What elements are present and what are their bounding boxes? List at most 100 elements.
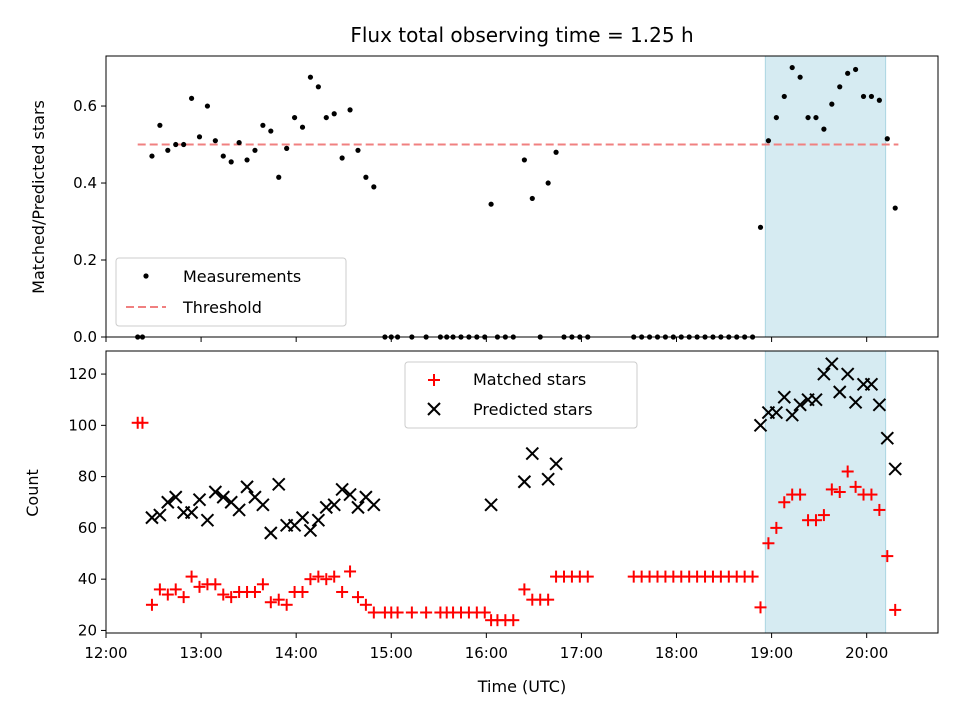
matched-point	[145, 598, 158, 611]
predicted-point	[825, 357, 839, 371]
matched-point	[304, 573, 317, 586]
matched-point	[518, 583, 531, 596]
legend-threshold-label: Threshold	[182, 298, 262, 317]
predicted-point-b	[351, 500, 365, 515]
measurement-point	[521, 157, 527, 163]
predicted-point-b	[311, 513, 326, 527]
matched-point	[209, 578, 222, 591]
matched-point	[841, 465, 854, 478]
predicted-point	[793, 398, 807, 412]
y-tick-label: 40	[78, 570, 97, 588]
predicted-point	[484, 498, 498, 512]
predicted-point	[169, 490, 183, 504]
bottom-y-ticks: 20 40 60 80 100 120	[68, 365, 106, 639]
measurement-point	[876, 97, 882, 103]
legend-matched-label: Matched stars	[473, 370, 586, 389]
x-tick-label: 13:00	[179, 644, 222, 662]
chart-title: Flux total observing time = 1.25 h	[350, 23, 693, 47]
bottom-axes-frame	[105, 350, 939, 634]
predicted-point-b	[848, 395, 863, 409]
matched-point	[581, 570, 594, 583]
predicted-point-b	[153, 508, 167, 522]
predicted-point	[880, 431, 894, 445]
predicted-point	[200, 513, 215, 527]
predicted-stars-series	[145, 357, 902, 540]
predicted-point-b	[484, 498, 498, 512]
predicted-point-b	[232, 503, 246, 517]
predicted-point	[872, 398, 887, 412]
y-tick-label: 80	[78, 468, 97, 486]
predicted-point-b	[303, 523, 318, 538]
predicted-point	[232, 503, 246, 517]
measurement-point	[371, 184, 377, 190]
measurement-point	[244, 157, 250, 163]
measurement-point	[212, 138, 218, 144]
matched-point	[351, 591, 364, 604]
measurement-point	[204, 103, 211, 109]
x-tick-label: 16:00	[465, 644, 508, 662]
predicted-point	[785, 408, 799, 422]
measurement-point	[331, 111, 337, 117]
predicted-point-b	[192, 492, 207, 507]
predicted-point-b	[777, 390, 791, 404]
predicted-point	[327, 498, 341, 512]
legend-measurements-label: Measurements	[183, 267, 301, 286]
matched-point	[264, 596, 277, 609]
measurement-point	[196, 134, 203, 140]
x-axis-label: Time (UTC)	[477, 677, 566, 696]
y-tick-label: 100	[68, 416, 97, 434]
predicted-point	[888, 462, 902, 476]
matched-point	[225, 591, 238, 604]
predicted-point	[848, 395, 863, 409]
top-y-axis-label: Matched/Predicted stars	[29, 100, 48, 294]
predicted-point-b	[872, 398, 887, 412]
bottom-panel: 20 40 60 80 100 120 12:00 13:00 14:00 15:00 16:00…	[23, 350, 939, 696]
matched-point	[153, 583, 166, 596]
matched-point	[217, 588, 230, 601]
measurement-point	[339, 155, 345, 161]
matched-point	[328, 570, 341, 583]
predicted-point	[311, 513, 326, 527]
predicted-point-b	[200, 513, 215, 527]
matched-point	[169, 583, 182, 596]
predicted-point	[153, 508, 167, 522]
measurement-point	[860, 93, 867, 100]
predicted-point-b	[793, 398, 807, 412]
predicted-point	[541, 472, 555, 486]
predicted-point-b	[264, 526, 278, 540]
bottom-shaded-interval	[764, 350, 887, 634]
predicted-point-b	[525, 446, 540, 461]
measurement-point	[837, 84, 843, 90]
predicted-point-b	[248, 490, 262, 504]
predicted-point-b	[769, 405, 784, 420]
x-tick-label: 12:00	[84, 644, 127, 662]
measurement-point	[228, 159, 234, 165]
matched-point	[320, 573, 333, 586]
predicted-point-b	[327, 498, 341, 512]
predicted-point	[769, 405, 784, 420]
matched-point	[336, 585, 349, 598]
predicted-point-b	[208, 485, 223, 499]
measurement-point	[157, 122, 163, 128]
y-tick-label: 60	[78, 519, 97, 537]
matched-point	[873, 503, 886, 516]
predicted-point-b	[272, 477, 286, 492]
predicted-point	[256, 498, 270, 512]
matched-point	[881, 550, 894, 563]
measurement-point	[347, 107, 353, 113]
predicted-point	[240, 480, 254, 494]
predicted-point	[840, 367, 855, 381]
matched-point	[344, 565, 357, 578]
measurement-point	[299, 124, 306, 130]
top-y-ticks: 0.0 0.2 0.4 0.6	[73, 97, 106, 346]
predicted-point-b	[216, 490, 230, 504]
predicted-point-b	[840, 367, 855, 381]
legend-predicted-label: Predicted stars	[473, 400, 593, 419]
legend-measurements-marker	[143, 273, 149, 279]
measurement-point	[892, 205, 898, 211]
measurement-point	[291, 114, 298, 121]
predicted-point-b	[817, 367, 831, 381]
top-shaded-interval	[764, 55, 887, 338]
top-axes-frame	[105, 55, 939, 338]
predicted-point-b	[240, 480, 254, 494]
